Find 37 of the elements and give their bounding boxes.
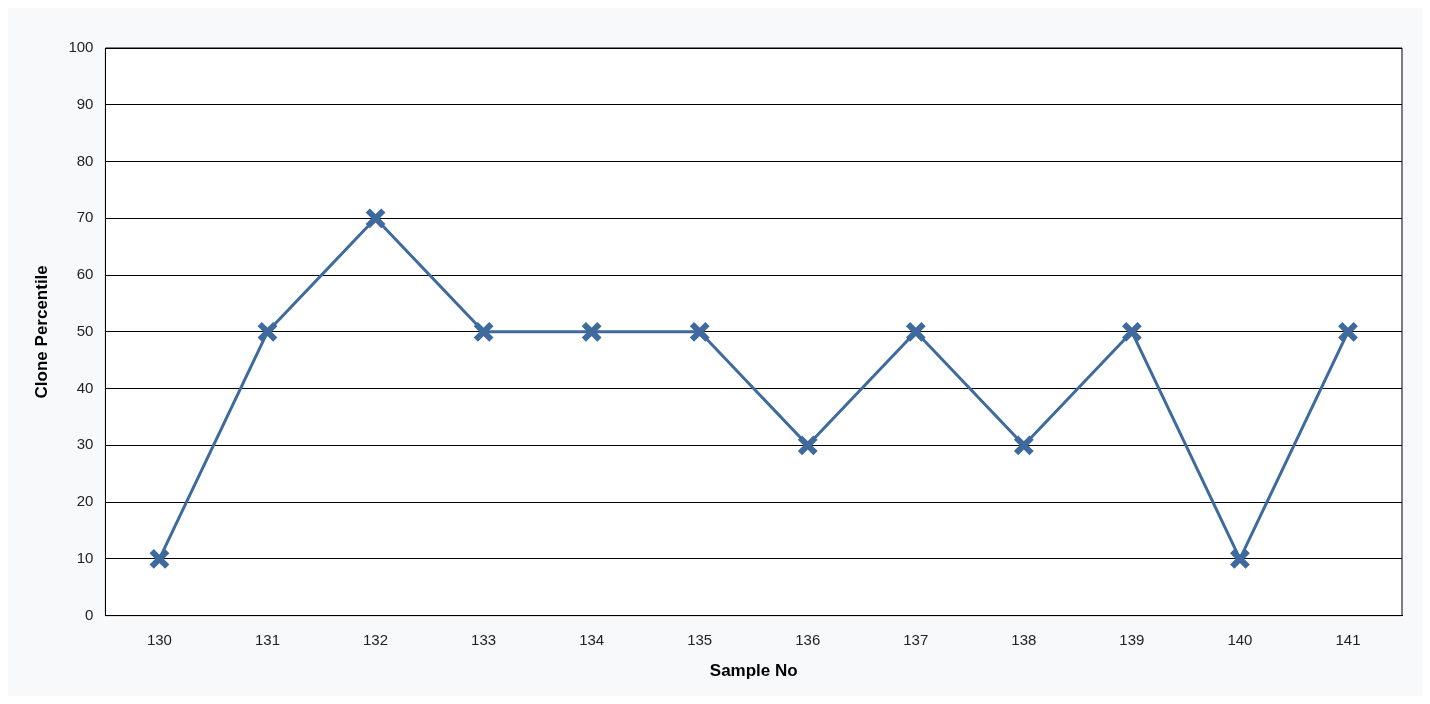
x-tick-label: 136: [795, 630, 821, 648]
x-tick-label: 140: [1227, 630, 1253, 648]
x-tick-label: 138: [1011, 630, 1037, 648]
y-tick-label: 10: [76, 548, 94, 566]
point: [256, 321, 279, 343]
point: [148, 548, 171, 570]
x-tick-label: 134: [579, 630, 605, 648]
y-tick-label: 30: [76, 435, 94, 453]
y-tick-label: 60: [76, 265, 94, 283]
point: [364, 207, 387, 230]
x-tick-label: 133: [471, 630, 497, 648]
x-axis-title: Sample No: [709, 661, 798, 681]
point: [905, 321, 927, 343]
y-tick-label: 50: [76, 321, 94, 339]
y-tick-label: 40: [76, 378, 94, 396]
x-tick-label: 130: [146, 630, 172, 648]
x-tick-label: 131: [254, 630, 281, 648]
point: [796, 434, 819, 457]
x-tick-label: 141: [1335, 630, 1361, 648]
point: [1229, 548, 1251, 570]
y-tick-label: 90: [76, 94, 94, 112]
x-tick-label: 139: [1119, 630, 1145, 648]
x-tick-label: 137: [903, 630, 929, 648]
point: [688, 321, 711, 343]
point: [1337, 321, 1359, 343]
y-tick-label: 70: [76, 208, 94, 226]
x-tick-label: 135: [687, 630, 713, 648]
x-tick-label: 132: [363, 630, 389, 648]
point: [580, 321, 603, 343]
y-tick-label: 0: [85, 605, 94, 623]
y-tick-label: 100: [68, 38, 94, 56]
point: [1013, 434, 1035, 457]
y-tick-label: 80: [76, 151, 94, 169]
point: [1121, 321, 1143, 343]
y-axis-title: Clone Percentile: [31, 265, 51, 399]
point: [472, 321, 495, 343]
y-tick-label: 20: [76, 492, 94, 510]
